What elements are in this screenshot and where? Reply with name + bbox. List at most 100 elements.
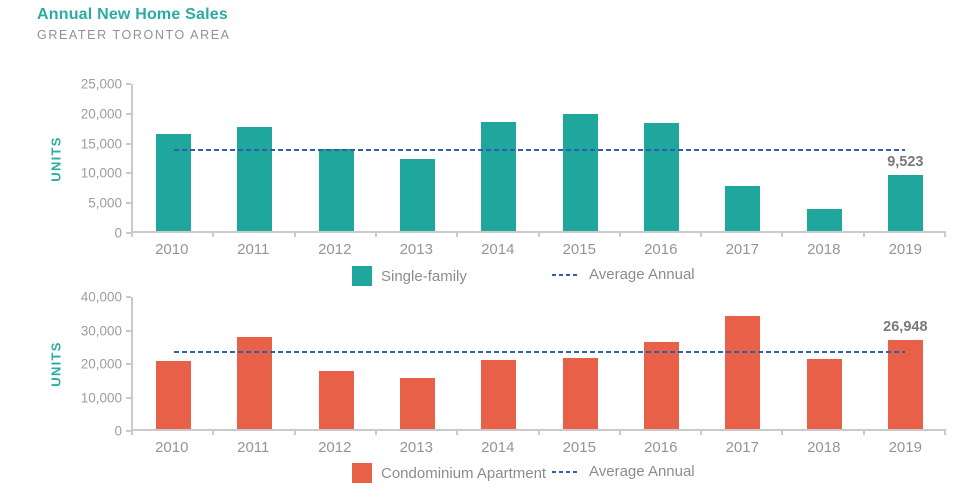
y-axis-tick [126,232,131,234]
x-axis-label-2012: 2012 [318,439,352,456]
x-axis-tick [537,231,540,237]
average-annual-line [173,351,906,354]
bar-2012 [318,149,354,231]
y-axis-tick [126,296,131,298]
x-axis-tick [700,231,703,237]
y-axis-tick-label: 0 [114,423,122,439]
legend-item-average: Average Annual [552,266,695,283]
legend: Single-family Average Annual [0,266,980,288]
x-axis-tick [131,429,133,435]
x-axis-label-2014: 2014 [481,439,515,456]
dashed-line-swatch [552,470,580,473]
legend-series-label: Single-family [381,267,467,285]
x-axis-label-2010: 2010 [155,439,189,456]
x-axis-tick [944,231,946,237]
plot-area: 9,523 [131,84,946,237]
page-subtitle: GREATER TORONTO AREA [37,28,231,42]
y-axis-tick [126,430,131,432]
y-axis-tick [126,396,131,399]
legend-average-label: Average Annual [589,463,695,480]
x-axis-tick [537,429,540,435]
plot-area: 26,948 [131,297,946,435]
x-axis-tick [618,231,621,237]
x-axis-tick [293,231,296,237]
bar-2016 [643,342,679,429]
x-axis-label-2011: 2011 [237,439,270,456]
condominium-chart: UNITS 40,000 30,000 20,000 10,000 0 26,948 2… [0,290,980,483]
x-axis: 2010 2011 2012 2013 2014 2015 2016 2017 2018 2019 [131,439,946,456]
x-axis-label-2017: 2017 [725,439,759,456]
y-axis-tick-label: 10,000 [80,390,122,405]
y-axis-tick-label: 40,000 [80,289,122,305]
legend-item-average: Average Annual [552,463,695,480]
y-axis-tick [126,142,131,145]
x-axis-label-2019: 2019 [888,241,922,258]
y-axis: 40,000 30,000 20,000 10,000 0 [0,290,131,439]
y-axis-tick [126,83,131,85]
y-axis-tick-label: 5,000 [88,195,122,211]
bar-2019 [887,340,923,429]
average-annual-line [173,148,906,151]
bar-2018 [806,358,842,429]
bar-2011 [237,126,273,231]
legend-item-series: Condominium Apartment [352,463,546,483]
x-axis-tick [374,231,377,237]
x-axis-label-2014: 2014 [481,241,515,258]
y-axis-tick [126,363,131,365]
x-axis-tick [862,429,865,435]
y-axis-tick-label: 15,000 [80,136,122,152]
x-axis-tick [293,429,296,435]
bar-2019 [887,175,923,231]
y-axis-tick-label: 0 [114,225,122,241]
x-axis-tick [781,429,784,435]
bar-2016 [643,122,679,231]
x-axis-label-2012: 2012 [318,241,352,258]
y-axis-tick-label: 30,000 [80,323,122,338]
y-axis-tick [126,329,131,332]
bar-2010 [156,360,192,429]
x-axis-label-2013: 2013 [399,439,433,456]
bar-2015 [562,358,598,429]
x-axis-label-2015: 2015 [562,241,596,258]
x-axis-label-2017: 2017 [725,241,759,258]
x-axis-label-2018: 2018 [807,241,841,258]
legend: Condominium Apartment Average Annual [0,463,980,485]
y-axis-tick [126,172,131,175]
y-axis-tick-label: 10,000 [80,165,122,181]
page-title: Annual New Home Sales [37,6,228,23]
y-axis-tick [126,112,131,115]
x-axis-tick [212,231,215,237]
bar-2014 [481,360,517,429]
x-axis: 2010 2011 2012 2013 2014 2015 2016 2017 2018 2019 [131,241,946,258]
x-axis-label-2016: 2016 [644,241,678,258]
x-axis-tick [781,231,784,237]
bar-2013 [400,377,436,429]
bar-2014 [481,122,517,231]
bar-2017 [725,186,761,231]
x-axis-label-2015: 2015 [562,439,596,456]
series-swatch [352,463,372,483]
x-axis-tick [374,429,377,435]
bar-2018 [806,209,842,231]
x-axis-tick [131,231,133,237]
x-axis-label-2019: 2019 [888,439,922,456]
bar-2017 [725,315,761,429]
x-axis-label-2018: 2018 [807,439,841,456]
x-axis-tick [862,231,865,237]
legend-item-series: Single-family [352,266,467,286]
x-axis-tick [212,429,215,435]
x-axis-tick [456,429,459,435]
y-axis-tick-label: 20,000 [80,356,122,372]
x-axis-label-2016: 2016 [644,439,678,456]
x-axis-tick [456,231,459,237]
bar-2012 [318,370,354,429]
x-axis-tick [944,429,946,435]
value-label-2019: 9,523 [887,154,924,171]
y-axis-tick-label: 20,000 [80,106,122,122]
x-axis-label-2010: 2010 [155,241,189,258]
x-axis-label-2013: 2013 [399,241,433,258]
legend-average-label: Average Annual [589,266,695,283]
x-axis-tick [700,429,703,435]
series-swatch [352,266,372,286]
bar-2013 [400,158,436,231]
